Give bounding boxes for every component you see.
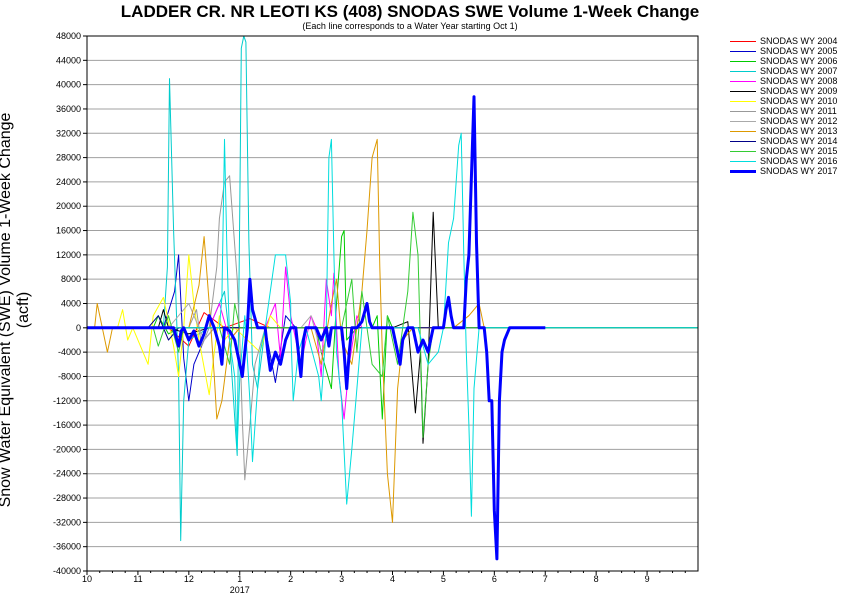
legend-item: SNODAS WY 2009 [730, 86, 837, 96]
y-tick-label: 36000 [56, 104, 81, 114]
series-line [87, 230, 698, 420]
series-lines [87, 35, 698, 561]
y-tick-label: 44000 [56, 55, 81, 65]
legend-item: SNODAS WY 2005 [730, 46, 837, 56]
y-tick-label: -12000 [53, 396, 81, 406]
legend-label: SNODAS WY 2014 [760, 136, 838, 146]
legend-label: SNODAS WY 2005 [760, 46, 838, 56]
series-line [87, 95, 546, 561]
legend-label: SNODAS WY 2015 [760, 146, 838, 156]
legend-swatch [730, 130, 756, 132]
x-tick-label: 11 [133, 574, 142, 584]
y-tick-label: -36000 [53, 542, 81, 552]
legend-label: SNODAS WY 2004 [760, 36, 838, 46]
legend-swatch [730, 140, 756, 142]
legend-label: SNODAS WY 2011 [760, 106, 837, 116]
y-tick-label: 40000 [56, 80, 81, 90]
legend-item: SNODAS WY 2013 [730, 126, 837, 136]
x-tick-label: 10 [82, 574, 92, 584]
y-axis-label: Snow Water Equivalent (SWE) Volume 1-Wee… [0, 112, 32, 508]
y-tick-label: -32000 [53, 517, 81, 527]
y-axis-ticks: -40000-36000-32000-28000-24000-20000-160… [53, 31, 87, 576]
y-tick-label: -28000 [53, 493, 81, 503]
y-tick-label: -20000 [53, 444, 81, 454]
y-tick-label: -8000 [58, 371, 81, 381]
x-tick-label: 6 [492, 574, 497, 584]
legend-item: SNODAS WY 2006 [730, 56, 837, 66]
legend-item: SNODAS WY 2017 [730, 166, 837, 176]
series-line [87, 35, 698, 542]
y-tick-label: 24000 [56, 177, 81, 187]
x-tick-label: 9 [645, 574, 650, 584]
y-tick-label: 4000 [61, 299, 81, 309]
legend-swatch [730, 120, 756, 122]
x-tick-label: 8 [594, 574, 599, 584]
y-tick-label: -4000 [58, 347, 81, 357]
y-tick-label: -16000 [53, 420, 81, 430]
legend-item: SNODAS WY 2004 [730, 36, 837, 46]
legend-item: SNODAS WY 2016 [730, 156, 837, 166]
y-tick-label: 48000 [56, 31, 81, 41]
legend-item: SNODAS WY 2007 [730, 66, 837, 76]
legend-label: SNODAS WY 2009 [760, 86, 838, 96]
x-tick-label: 4 [390, 574, 395, 584]
series-line [87, 211, 698, 438]
legend-label: SNODAS WY 2008 [760, 76, 838, 86]
legend-label: SNODAS WY 2012 [760, 116, 838, 126]
legend-swatch [730, 80, 756, 82]
legend-swatch [730, 150, 756, 152]
chart-subtitle: (Each line corresponds to a Water Year s… [302, 21, 518, 31]
legend-swatch [730, 160, 756, 162]
legend-item: SNODAS WY 2015 [730, 146, 837, 156]
x-year-label: 2017 [230, 585, 250, 595]
chart-title: LADDER CR. NR LEOTI KS (408) SNODAS SWE … [120, 2, 700, 21]
gridlines [87, 35, 698, 572]
x-tick-label: 2 [288, 574, 293, 584]
y-tick-label: 8000 [61, 274, 81, 284]
legend: SNODAS WY 2004 SNODAS WY 2005 SNODAS WY 20… [730, 36, 837, 176]
legend-swatch [730, 60, 756, 62]
legend-swatch [730, 169, 756, 173]
y-tick-label: 12000 [56, 250, 81, 260]
series-line [87, 175, 698, 481]
legend-label: SNODAS WY 2013 [760, 126, 838, 136]
legend-label: SNODAS WY 2006 [760, 56, 838, 66]
legend-swatch [730, 70, 756, 72]
x-tick-label: 7 [543, 574, 548, 584]
series-line [87, 132, 698, 517]
legend-label: SNODAS WY 2010 [760, 96, 838, 106]
legend-item: SNODAS WY 2012 [730, 116, 837, 126]
x-tick-label: 12 [184, 574, 194, 584]
legend-item: SNODAS WY 2011 [730, 106, 837, 116]
legend-swatch [730, 50, 756, 52]
series-line [87, 254, 698, 396]
y-tick-label: 16000 [56, 226, 81, 236]
y-tick-label: 20000 [56, 201, 81, 211]
y-tick-label: -24000 [53, 469, 81, 479]
legend-item: SNODAS WY 2014 [730, 136, 837, 146]
y-tick-label: 0 [76, 323, 81, 333]
x-tick-label: 5 [441, 574, 446, 584]
y-tick-label: -40000 [53, 566, 81, 576]
legend-item: SNODAS WY 2010 [730, 96, 837, 106]
series-line [87, 211, 698, 444]
legend-label: SNODAS WY 2007 [760, 66, 838, 76]
x-tick-label: 1 [237, 574, 242, 584]
legend-swatch [730, 40, 756, 42]
legend-label: SNODAS WY 2017 [760, 166, 838, 176]
legend-swatch [730, 90, 756, 92]
y-tick-label: 28000 [56, 153, 81, 163]
legend-item: SNODAS WY 2008 [730, 76, 837, 86]
legend-swatch [730, 100, 756, 102]
x-tick-label: 3 [339, 574, 344, 584]
legend-label: SNODAS WY 2016 [760, 156, 838, 166]
legend-swatch [730, 110, 756, 112]
y-tick-label: 32000 [56, 128, 81, 138]
